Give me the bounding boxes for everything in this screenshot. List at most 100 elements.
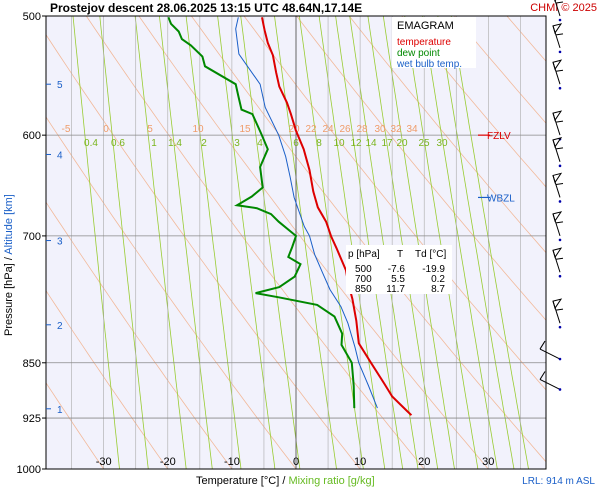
mixing-ratio-label: 0.6 [111, 138, 125, 149]
wind-barb-pennant [552, 59, 563, 71]
y-axis-label-pressure: Pressure [hPa] [3, 263, 15, 336]
x-tick-label: 20 [418, 456, 430, 468]
wind-barb-feather [555, 182, 564, 185]
legend-title: EMAGRAM [397, 20, 454, 32]
values-table: p [hPa] T Td [°C] 500 -7.6 -19.9 700 5.5… [346, 245, 452, 295]
mixing-ratio-line [298, 16, 364, 469]
x-tick-label: 0 [293, 456, 299, 468]
y-tick-label: 1000 [17, 464, 41, 476]
wind-barb [552, 137, 564, 168]
dry-adiabat-line [46, 116, 297, 469]
dry-adiabat-label: 34 [406, 124, 418, 135]
mixing-ratio-line [99, 16, 149, 469]
mixing-ratio-label: 25 [418, 138, 430, 149]
copyright-label: CHMI © 2025 [530, 2, 597, 14]
table-cell-td-850: 8.7 [431, 284, 445, 295]
lrl-label: LRL: 914 m ASL [522, 476, 595, 487]
wind-barb-feather [555, 308, 564, 311]
mixing-ratio-line [158, 16, 213, 469]
wind-barb [552, 23, 564, 54]
altitude-tick-label: 4 [57, 150, 63, 161]
wind-barb [552, 247, 564, 278]
chart-title: Prostejov descent 28.06.2025 13:15 UTC 4… [50, 1, 362, 15]
mixing-ratio-label: 3 [234, 138, 240, 149]
mixing-ratio-line [185, 16, 242, 469]
mixing-ratio-label: 0.4 [84, 138, 98, 149]
dry-adiabat-line [453, 16, 546, 124]
dry-adiabat-label: 20 [288, 124, 300, 135]
dry-adiabat-label: 26 [339, 124, 351, 135]
wind-barb-base [558, 164, 562, 168]
dry-adiabat-line [138, 16, 489, 469]
dry-adiabat-label: 5 [147, 124, 153, 135]
mixing-ratio-line [437, 16, 515, 469]
dry-adiabat-line [296, 16, 546, 321]
mixing-ratio-label: 4 [257, 138, 263, 149]
x-axis-label-separator: / [282, 475, 286, 487]
series-line-wet-bulb-temp [235, 17, 378, 409]
y-axis-label-altitude: Altitude [km] [3, 194, 15, 255]
dry-adiabat-line [548, 3, 600, 469]
y-tick-label: 700 [23, 231, 41, 243]
x-axis-label-mixing: Mixing ratio [g/kg] [288, 475, 374, 487]
wind-barb-pennant [552, 23, 563, 35]
table-header-t: T [397, 249, 403, 260]
y-tick-label: 850 [23, 358, 41, 370]
mixing-ratio-line [240, 16, 301, 469]
table-cell-p-500: 500 [355, 264, 372, 275]
x-axis-label: Temperature [°C] / Mixing ratio [g/kg] [196, 475, 375, 487]
wind-barb-feather [555, 33, 564, 36]
wind-barb [539, 340, 562, 361]
mixing-ratio-label: 30 [436, 138, 448, 149]
wind-barb-base [558, 18, 562, 22]
table-cell-t-850: 11.7 [386, 284, 405, 295]
wind-barb-pennant [552, 110, 563, 122]
y-axis-label-separator: / [3, 256, 15, 260]
wind-barb-feather [539, 371, 546, 380]
table-cell-p-700: 700 [355, 274, 372, 285]
wind-barb-pennant [552, 247, 563, 259]
mixing-ratio-line [217, 16, 276, 469]
legend-item-wet-bulb: wet bulb temp. [396, 59, 462, 70]
x-tick-label: -30 [96, 456, 112, 468]
altitude-tick-label: 1 [57, 405, 63, 416]
wind-barb-pennant [554, 0, 557, 3]
legend-item-temperature: temperature [397, 37, 451, 48]
dry-adiabat-label: 24 [322, 124, 334, 135]
wind-barb [552, 298, 564, 329]
wbzl-label: WBZL [487, 193, 515, 204]
legend-box: EMAGRAM temperature dew point wet bulb t… [392, 17, 476, 70]
wind-barb-pennant [552, 211, 563, 223]
wind-barb [552, 110, 564, 141]
series-line-dew-point [167, 16, 356, 409]
series-line-temperature [261, 17, 413, 416]
mixing-ratio-label: 1 [151, 138, 157, 149]
wind-barb-pennant [552, 172, 563, 184]
mixing-ratio-label: 8 [316, 138, 322, 149]
wind-barb-feather [555, 1, 564, 4]
x-axis-label-temperature: Temperature [°C] [196, 475, 279, 487]
wind-barb-feather [555, 69, 564, 72]
mixing-ratio-line [72, 16, 120, 469]
wind-barb-base [558, 200, 562, 203]
dry-adiabat-label: 32 [390, 124, 402, 135]
dry-adiabat-line [401, 16, 546, 188]
table-cell-td-500: -19.9 [422, 264, 445, 275]
y-axis-label: Pressure [hPa] / Altitude [km] [3, 194, 15, 336]
x-tick-label: 30 [482, 456, 494, 468]
wind-barb-feather [555, 221, 564, 224]
wind-barb-staff [539, 348, 561, 360]
dry-adiabat-label: 30 [374, 124, 386, 135]
dry-adiabat-line [46, 382, 105, 469]
wind-barb-base [558, 50, 562, 54]
altitude-tick-label: 2 [57, 321, 63, 332]
wind-barb [539, 371, 562, 391]
dry-adiabat-line [46, 201, 233, 469]
x-tick-label: 10 [354, 456, 366, 468]
wind-barb-base [558, 238, 562, 242]
table-cell-td-700: 0.2 [431, 274, 445, 285]
mixing-ratio-label: 10 [333, 138, 345, 149]
dry-adiabat-line [46, 289, 169, 469]
dry-adiabat-label: 0 [103, 124, 109, 135]
mixing-ratio-label: 20 [396, 138, 408, 149]
